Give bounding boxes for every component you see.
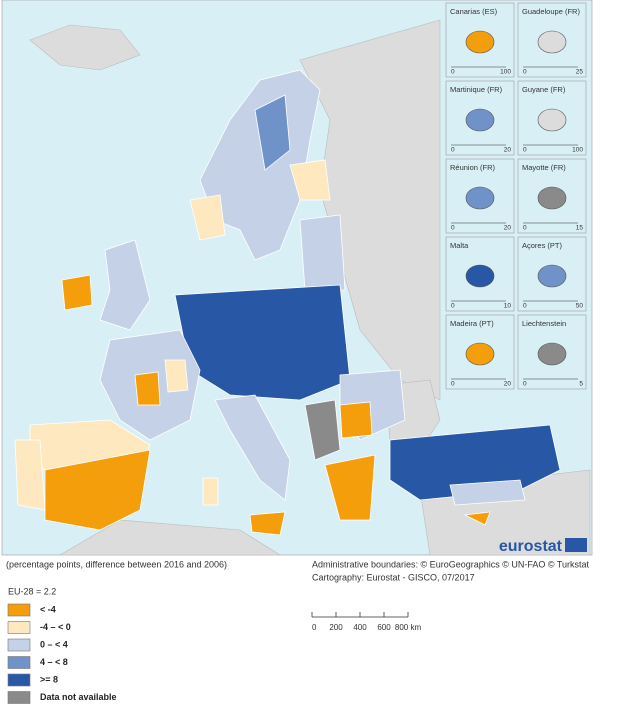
inset-scale-label: 0 bbox=[451, 147, 455, 154]
spain-south bbox=[44, 449, 151, 531]
baltics bbox=[299, 214, 346, 291]
portugal bbox=[14, 439, 46, 511]
inset-label: Mayotte (FR) bbox=[522, 163, 566, 172]
finland-east bbox=[289, 159, 331, 201]
inset-territory bbox=[465, 264, 495, 288]
inset-label: Canarias (ES) bbox=[450, 7, 498, 16]
inset-territory bbox=[537, 108, 567, 132]
inset-scale-label: 0 bbox=[451, 381, 455, 388]
legend: < -4 -4 – < 0 0 – < 4 4 – < 8 >= 8 Data not a… bbox=[7, 603, 117, 704]
norway-south bbox=[189, 194, 226, 241]
legend-swatch bbox=[7, 691, 31, 704]
inset-label: Martinique (FR) bbox=[450, 85, 503, 94]
logo-flag bbox=[565, 538, 587, 552]
inset-label: Guadeloupe (FR) bbox=[522, 7, 580, 16]
inset-label: Madeira (PT) bbox=[450, 319, 494, 328]
inset-scale-label: 5 bbox=[579, 381, 583, 388]
scale-label: 0 bbox=[312, 623, 317, 632]
legend-swatch bbox=[7, 656, 31, 669]
scale-label: 800 km bbox=[395, 623, 422, 632]
legend-label: 0 – < 4 bbox=[40, 639, 68, 649]
turkey-south bbox=[449, 479, 526, 506]
inset-label: Réunion (FR) bbox=[450, 163, 496, 172]
logo: eurostat bbox=[499, 538, 563, 555]
france-east bbox=[164, 359, 189, 393]
inset-scale-label: 20 bbox=[504, 381, 512, 388]
legend-label: Data not available bbox=[40, 692, 117, 702]
inset-label: Liechtenstein bbox=[522, 319, 566, 328]
inset-territory bbox=[537, 342, 567, 366]
legend-swatch bbox=[7, 621, 31, 634]
north-africa bbox=[58, 519, 282, 556]
cyprus bbox=[463, 511, 491, 526]
scale-bar: 0 200 400 600 800 km bbox=[311, 612, 422, 632]
greece bbox=[324, 454, 376, 521]
inset-scale-label: 0 bbox=[523, 303, 527, 310]
inset-label: Malta bbox=[450, 241, 469, 250]
iceland bbox=[29, 24, 141, 71]
inset-territory bbox=[537, 30, 567, 54]
italy bbox=[214, 394, 291, 501]
france-centre bbox=[134, 371, 161, 406]
inset-scale-label: 0 bbox=[523, 381, 527, 388]
balkans bbox=[304, 399, 341, 461]
sicily bbox=[249, 511, 286, 536]
inset-territory bbox=[465, 342, 495, 366]
credit: Administrative boundaries: © EuroGeograp… bbox=[312, 559, 590, 569]
legend-swatch bbox=[7, 673, 31, 687]
inset-scale-label: 100 bbox=[500, 69, 511, 76]
romania-south bbox=[339, 401, 373, 439]
credit: Cartography: Eurostat - GISCO, 07/2017 bbox=[312, 572, 475, 582]
inset-scale-label: 0 bbox=[523, 69, 527, 76]
legend-label: -4 – < 0 bbox=[40, 622, 71, 632]
legend-swatch bbox=[7, 638, 31, 652]
legend-label: >= 8 bbox=[40, 674, 58, 684]
inset-territory bbox=[537, 186, 567, 210]
inset-territory bbox=[465, 186, 495, 210]
inset-scale-label: 0 bbox=[451, 69, 455, 76]
inset-scale-label: 0 bbox=[451, 303, 455, 310]
sardinia bbox=[202, 477, 219, 506]
inset-scale-label: 10 bbox=[504, 303, 512, 310]
inset-label: Guyane (FR) bbox=[522, 85, 566, 94]
sweden-north bbox=[254, 94, 291, 171]
inset-scale-label: 100 bbox=[572, 147, 583, 154]
legend-label: < -4 bbox=[40, 604, 56, 614]
inset-scale-label: 50 bbox=[576, 303, 584, 310]
regions bbox=[14, 69, 561, 536]
scale-label: 200 bbox=[329, 623, 343, 632]
inset-territory bbox=[537, 264, 567, 288]
legend-label: 4 – < 8 bbox=[40, 657, 68, 667]
inset-scale-label: 0 bbox=[451, 225, 455, 232]
unit-note: (percentage points, difference between 2… bbox=[6, 559, 227, 569]
eu-average: EU-28 = 2.2 bbox=[8, 586, 56, 596]
inset-scale-label: 20 bbox=[504, 225, 512, 232]
inset-territory bbox=[465, 30, 495, 54]
ireland bbox=[61, 274, 93, 311]
inset-scale-label: 25 bbox=[576, 69, 584, 76]
inset-label: Açores (PT) bbox=[522, 241, 563, 250]
inset-scale-label: 0 bbox=[523, 147, 527, 154]
inset-territory bbox=[465, 108, 495, 132]
scale-label: 400 bbox=[353, 623, 367, 632]
inset-scale-label: 20 bbox=[504, 147, 512, 154]
inset-scale-label: 0 bbox=[523, 225, 527, 232]
russia bbox=[299, 19, 441, 401]
inset-scale-label: 15 bbox=[576, 225, 584, 232]
scale-label: 600 bbox=[377, 623, 391, 632]
legend-swatch bbox=[7, 603, 31, 617]
uk bbox=[99, 239, 151, 331]
